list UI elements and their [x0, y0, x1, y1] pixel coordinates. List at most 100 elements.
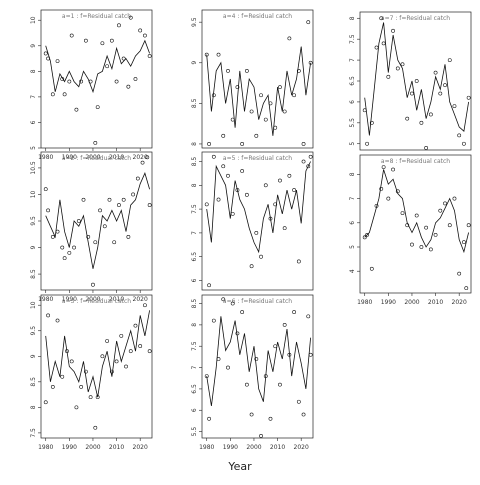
observed-point	[55, 318, 60, 323]
y-tick-label: 6	[191, 278, 198, 282]
observed-point	[145, 155, 150, 160]
y-tick-label: 7.5	[30, 428, 37, 438]
observed-point	[259, 433, 263, 438]
observed-point	[273, 202, 278, 207]
panel-label: a=7 : f=Residual catch	[381, 15, 450, 22]
y-tick-label: 8	[30, 69, 37, 73]
observed-point	[140, 160, 145, 165]
observed-point	[109, 369, 114, 374]
observed-point	[306, 164, 311, 169]
observed-point	[65, 349, 69, 354]
y-tick-label: 9.5	[30, 216, 37, 226]
y-tick-label: 8	[30, 405, 37, 409]
y-tick-label: 7	[30, 95, 37, 99]
y-tick-label: 10	[30, 16, 37, 24]
observed-point	[117, 23, 121, 28]
observed-point	[143, 33, 147, 38]
observed-point	[60, 374, 65, 379]
x-tick-label: 2020	[294, 444, 309, 451]
observed-point	[414, 79, 419, 83]
observed-point	[114, 79, 119, 84]
observed-point	[50, 385, 55, 389]
observed-point	[230, 211, 235, 216]
observed-point	[46, 56, 50, 61]
observed-point	[109, 38, 114, 43]
observed-point	[46, 313, 50, 318]
y-tick-label: 8.5	[191, 299, 198, 309]
panel-label: a=5 : f=Residual catch	[223, 155, 292, 162]
observed-point	[410, 242, 414, 247]
observed-point	[91, 282, 95, 287]
observed-point	[204, 202, 209, 207]
panel-4: 8 8.5 9 9.5 a=4 : f=Residual catch	[191, 9, 314, 149]
observed-point	[379, 16, 384, 21]
observed-point	[226, 173, 230, 178]
observed-point	[433, 232, 438, 237]
observed-point	[207, 416, 211, 421]
y-tick-label: 8	[349, 172, 356, 176]
y-tick-label: 9	[191, 61, 198, 65]
observed-point	[69, 359, 74, 364]
observed-point	[93, 140, 98, 145]
observed-point	[95, 395, 100, 400]
observed-point	[55, 229, 60, 234]
observed-point	[112, 240, 117, 245]
y-tick-label: 8.5	[191, 98, 198, 108]
observed-point	[452, 196, 457, 201]
observed-point	[268, 216, 273, 221]
observed-point	[386, 196, 391, 201]
observed-point	[60, 77, 65, 81]
observed-point	[79, 385, 84, 389]
observed-point	[235, 188, 240, 192]
panel-frame	[40, 294, 153, 439]
observed-point	[207, 283, 211, 288]
y-tick-label: 5	[349, 142, 356, 146]
observed-point	[102, 224, 107, 229]
panel-frame	[201, 151, 314, 291]
observed-point	[105, 64, 110, 69]
observed-point	[88, 79, 93, 84]
observed-point	[128, 15, 133, 20]
x-tick-label: 2000	[246, 444, 261, 451]
observed-point	[254, 230, 259, 235]
observed-point	[287, 352, 292, 357]
fitted-line	[206, 46, 311, 136]
observed-point	[240, 310, 245, 314]
y-tick-label: 7.5	[191, 204, 198, 214]
observed-point	[62, 92, 67, 97]
observed-point	[308, 352, 313, 357]
observed-point	[50, 235, 55, 239]
panel-frame	[201, 9, 314, 149]
y-tick-label: 8.5	[30, 269, 37, 279]
panel-frame	[40, 151, 153, 291]
observed-point	[462, 240, 466, 245]
observed-point	[379, 186, 384, 191]
observed-point	[207, 142, 211, 146]
y-tick-label: 10.5	[30, 161, 37, 175]
observed-point	[301, 412, 306, 417]
observed-point	[226, 365, 230, 370]
panel-label: a=4 : f=Residual catch	[223, 13, 292, 20]
observed-point	[230, 117, 235, 122]
observed-point	[287, 173, 292, 178]
x-tick-label: 1980	[38, 444, 53, 451]
x-tick-label: 1990	[381, 299, 396, 306]
observed-point	[133, 77, 138, 81]
y-tick-label: 8.5	[30, 377, 37, 387]
observed-point	[74, 107, 79, 112]
observed-point	[395, 189, 400, 194]
observed-point	[147, 54, 152, 58]
observed-point	[259, 93, 263, 98]
x-tick-label: 2010	[428, 299, 443, 306]
observed-point	[138, 344, 143, 348]
x-tick-label: 1980	[357, 299, 372, 306]
observed-point	[263, 374, 268, 379]
observed-point	[131, 192, 136, 197]
observed-point	[447, 223, 452, 228]
observed-point	[121, 197, 126, 202]
panel-8: 4 5 6 7 8 1980 1990 2000 2010 2020 a=8 : f=Residua…	[349, 154, 472, 306]
panel-label: a=8 : f=Residual catch	[381, 158, 450, 165]
observed-point	[221, 133, 226, 138]
y-tick-label: 9	[30, 44, 37, 48]
